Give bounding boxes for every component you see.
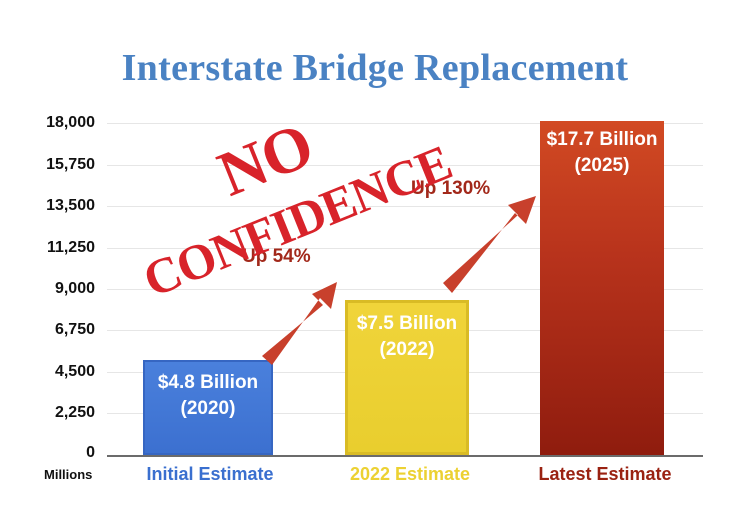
y-tick-label: 6,750: [54, 321, 95, 338]
increase-label-130: Up 130%: [411, 178, 491, 199]
gridline: [107, 206, 703, 207]
bar-year-label: (2025): [574, 155, 630, 176]
bar-value-label: $4.8 Billion: [157, 372, 259, 393]
gridline: [107, 123, 703, 124]
x-axis-line: [107, 455, 703, 457]
y-tick-label: 11,250: [46, 239, 95, 256]
arrow-up-icon: [443, 196, 536, 293]
gridline: [107, 165, 703, 166]
bar-value-label: $17.7 Billion: [546, 129, 658, 150]
bar-year-label: (2020): [180, 398, 236, 419]
arrow-up-icon: [262, 282, 337, 365]
y-tick-label: 2,250: [54, 404, 95, 421]
bar-2022-estimate: $7.5 Billion (2022): [345, 300, 469, 455]
bar-latest-estimate: $17.7 Billion (2025): [540, 121, 664, 455]
y-tick-label: 15,750: [46, 156, 95, 173]
bar-value-label: $7.5 Billion: [356, 313, 458, 334]
bar-year-label: (2022): [379, 339, 435, 360]
y-tick-label: 18,000: [46, 114, 95, 131]
y-axis-unit-label: Millions: [44, 467, 93, 482]
chart-title: Interstate Bridge Replacement: [121, 47, 629, 89]
gridline: [107, 289, 703, 290]
gridline: [107, 248, 703, 249]
x-category-label: Initial Estimate: [146, 464, 274, 484]
x-category-label: 2022 Estimate: [349, 464, 471, 484]
y-tick-label: 4,500: [54, 363, 95, 380]
y-tick-label: 9,000: [54, 280, 95, 297]
x-category-label: Latest Estimate: [538, 464, 672, 484]
bar-initial-estimate: $4.8 Billion (2020): [143, 360, 273, 455]
increase-label-54: Up 54%: [242, 246, 311, 267]
y-tick-label: 0: [86, 444, 95, 461]
y-tick-label: 13,500: [46, 197, 95, 214]
